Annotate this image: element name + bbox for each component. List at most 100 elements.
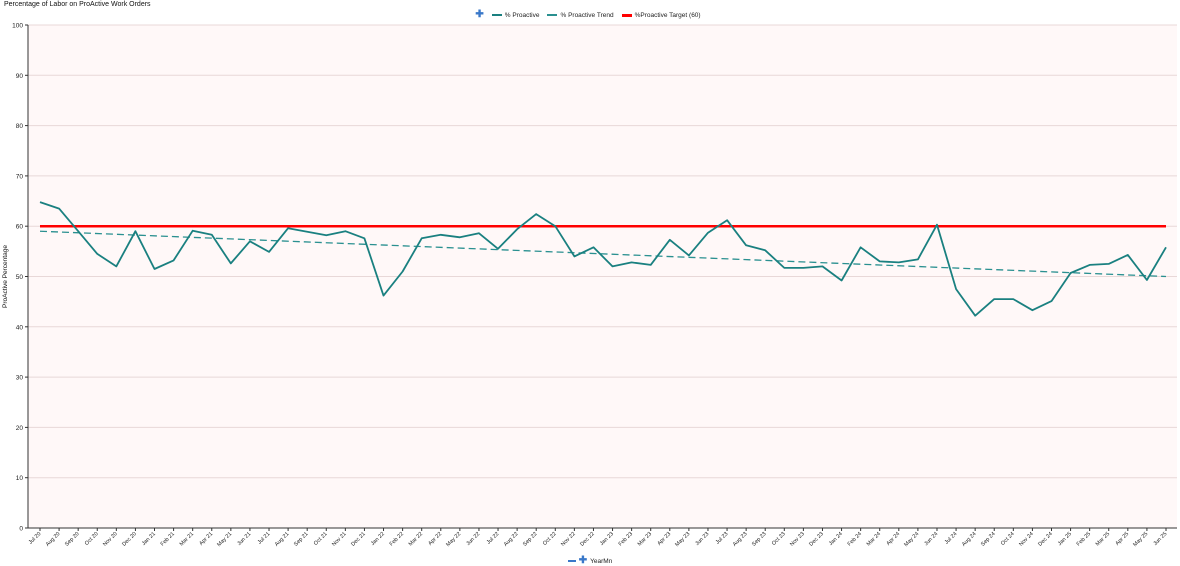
data-point[interactable]: [610, 264, 615, 269]
data-point[interactable]: [934, 222, 939, 227]
legend-label-proactive: % Proactive: [504, 11, 540, 19]
x-tick-label: Mar 21: [179, 531, 195, 547]
x-tick-label: Mar 22: [408, 531, 424, 547]
data-point[interactable]: [629, 260, 634, 265]
x-tick-label: Apr 23: [656, 531, 672, 547]
data-point[interactable]: [591, 245, 596, 250]
data-point[interactable]: [1030, 308, 1035, 313]
data-point[interactable]: [553, 224, 558, 229]
data-point[interactable]: [1144, 278, 1149, 283]
data-point[interactable]: [76, 229, 81, 234]
data-point[interactable]: [534, 212, 539, 217]
data-point[interactable]: [648, 262, 653, 267]
expand-x-axis-icon[interactable]: ✚: [578, 555, 588, 566]
data-point[interactable]: [457, 235, 462, 240]
data-point[interactable]: [725, 218, 730, 223]
data-point[interactable]: [1011, 297, 1016, 302]
data-point[interactable]: [152, 266, 157, 271]
x-tick-label: May 25: [1132, 531, 1149, 548]
data-point[interactable]: [95, 251, 100, 256]
legend-label-trend: % Proactive Trend: [560, 11, 614, 19]
x-tick-label: Feb 25: [1076, 531, 1092, 547]
data-point[interactable]: [496, 246, 501, 251]
expand-legend-icon[interactable]: ✚: [475, 9, 484, 20]
data-point[interactable]: [1068, 270, 1073, 275]
data-point[interactable]: [782, 265, 787, 270]
data-point[interactable]: [1164, 245, 1169, 250]
x-axis-legend: ✚ YearMn: [0, 556, 1180, 566]
data-point[interactable]: [839, 278, 844, 283]
x-tick-label: Apr 24: [886, 531, 902, 547]
data-point[interactable]: [515, 227, 520, 232]
data-point[interactable]: [667, 237, 672, 242]
data-point[interactable]: [744, 243, 749, 248]
data-point[interactable]: [343, 229, 348, 234]
x-tick-label: Jul 22: [486, 531, 501, 546]
x-tick-label: Nov 21: [331, 531, 348, 548]
data-point[interactable]: [305, 229, 310, 234]
data-point[interactable]: [954, 287, 959, 292]
data-point[interactable]: [1087, 262, 1092, 267]
legend-item-trend[interactable]: % Proactive Trend: [547, 11, 614, 19]
x-tick-label: Oct 24: [1000, 531, 1016, 547]
data-point[interactable]: [209, 232, 214, 237]
x-tick-label: Nov 22: [560, 531, 577, 548]
x-tick-label: Jul 23: [715, 531, 730, 546]
data-point[interactable]: [419, 236, 424, 241]
x-tick-label: Dec 20: [121, 531, 138, 548]
x-tick-label: Apr 22: [427, 531, 443, 547]
data-point[interactable]: [267, 249, 272, 254]
y-tick-label: 0: [19, 526, 23, 533]
y-axis-label: ProActive Percentage: [2, 245, 9, 308]
data-point[interactable]: [572, 254, 577, 259]
data-point[interactable]: [1106, 261, 1111, 266]
x-tick-label: Oct 22: [542, 531, 558, 547]
data-point[interactable]: [1125, 252, 1130, 257]
data-point[interactable]: [171, 258, 176, 263]
x-tick-label: May 21: [216, 531, 233, 548]
legend-item-target[interactable]: %Proactive Target (60): [621, 11, 701, 19]
x-tick-label: May 22: [445, 531, 462, 548]
data-point[interactable]: [247, 239, 252, 244]
x-tick-label: Jan 25: [1057, 531, 1073, 547]
data-point[interactable]: [228, 261, 233, 266]
x-tick-label: Nov 20: [102, 531, 119, 548]
data-point[interactable]: [38, 200, 43, 205]
y-tick-label: 100: [12, 23, 23, 30]
data-point[interactable]: [992, 297, 997, 302]
data-point[interactable]: [190, 228, 195, 233]
x-tick-label: Mar 23: [637, 531, 653, 547]
x-tick-label: Apr 21: [198, 531, 214, 547]
x-tick-label: Feb 22: [389, 531, 405, 547]
data-point[interactable]: [381, 293, 386, 298]
x-tick-label: May 23: [674, 531, 691, 548]
x-tick-label: Aug 24: [961, 531, 978, 548]
data-point[interactable]: [973, 313, 978, 318]
data-point[interactable]: [858, 245, 863, 250]
data-point[interactable]: [705, 230, 710, 235]
legend-item-proactive[interactable]: % Proactive: [491, 11, 540, 19]
data-point[interactable]: [438, 232, 443, 237]
data-point[interactable]: [896, 260, 901, 265]
data-point[interactable]: [400, 269, 405, 274]
x-tick-label: Sep 20: [64, 531, 81, 548]
data-point[interactable]: [362, 236, 367, 241]
data-point[interactable]: [476, 231, 481, 236]
data-point[interactable]: [133, 229, 138, 234]
x-tick-label: Jul 20: [28, 531, 43, 546]
data-point[interactable]: [324, 233, 329, 238]
legend-label-target: %Proactive Target (60): [634, 11, 701, 19]
data-point[interactable]: [57, 206, 62, 211]
data-point[interactable]: [877, 259, 882, 264]
x-tick-label: Jul 21: [257, 531, 272, 546]
data-point[interactable]: [915, 257, 920, 262]
data-point[interactable]: [820, 264, 825, 269]
data-point[interactable]: [801, 265, 806, 270]
data-point[interactable]: [763, 248, 768, 253]
x-tick-label: Jan 23: [599, 531, 615, 547]
data-point[interactable]: [114, 264, 119, 269]
data-point[interactable]: [1049, 299, 1054, 304]
data-point[interactable]: [686, 253, 691, 258]
data-point[interactable]: [286, 226, 291, 231]
